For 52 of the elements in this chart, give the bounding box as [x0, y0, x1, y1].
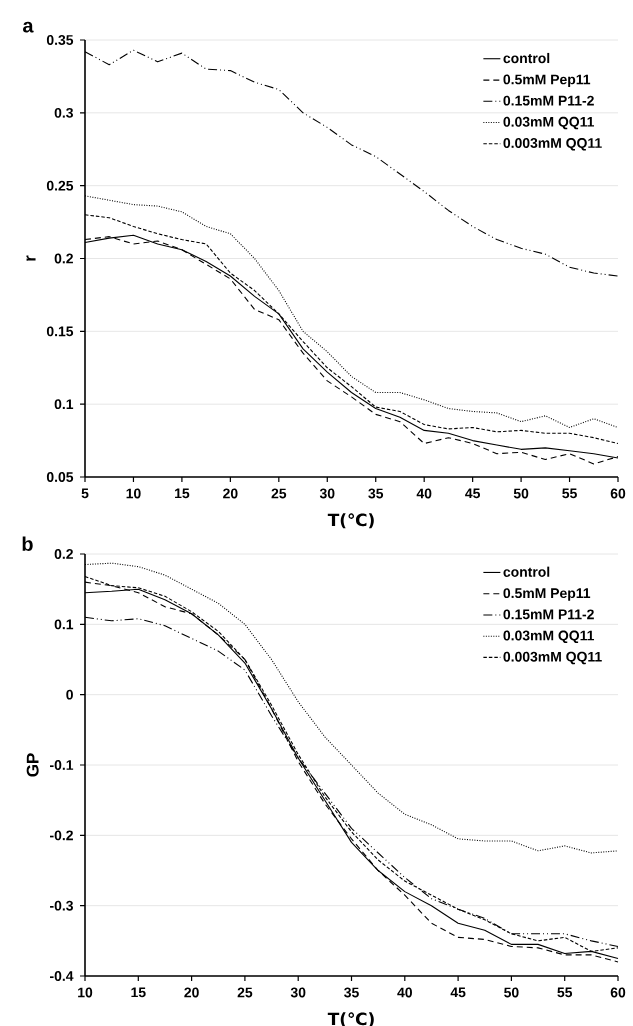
x-tick-label: 25	[237, 987, 253, 998]
x-tick-label: 40	[397, 987, 412, 998]
x-tick-label: 10	[78, 987, 93, 998]
y-tick-label: 0.25	[46, 180, 74, 191]
x-tick-label: 55	[562, 488, 577, 499]
x-tick-label: 40	[416, 488, 432, 499]
x-tick-label: 10	[126, 488, 141, 499]
y-tick-label: 0.15	[46, 326, 74, 337]
y-tick-label: 0	[66, 689, 73, 700]
legend-label: 0.5mM Pep11	[503, 588, 591, 601]
legend-label: 0.003mM QQ11	[503, 651, 602, 665]
legend-label: 0.03mM QQ11	[503, 630, 595, 644]
legend-label: 0.003mM QQ11	[503, 138, 602, 151]
legend-label: 0.15mM P11-2	[503, 609, 594, 620]
y-tick-label: 0.2	[54, 253, 73, 264]
y-tick-label: -0.1	[50, 760, 74, 770]
y-tick-label: 0.35	[46, 35, 74, 45]
legend-label: control	[503, 566, 550, 577]
x-tick-label: 50	[513, 488, 529, 499]
y-tick-label: 0.2	[54, 549, 73, 559]
text: a	[23, 21, 34, 33]
x-tick-label: 35	[368, 488, 384, 499]
x-tick-label: 30	[319, 488, 335, 499]
x-tick-label: 15	[131, 987, 146, 998]
y-tick-label: -0.2	[50, 830, 73, 841]
y-axis-title: r	[26, 255, 36, 261]
x-tick-label: 45	[465, 488, 481, 499]
x-tick-label: 35	[344, 987, 359, 998]
legend-label: 0.03mM QQ11	[503, 116, 595, 130]
y-axis-title: GP	[26, 753, 39, 777]
y-tick-label: -0.3	[50, 900, 73, 911]
y-tick-label: -0.4	[50, 971, 74, 981]
x-tick-label: 60	[610, 488, 626, 499]
text: b	[22, 536, 33, 552]
x-tick-label: 5	[81, 488, 89, 499]
legend-label: 0.5mM Pep11	[503, 74, 591, 88]
x-tick-label: 20	[184, 987, 199, 998]
legend-label: control	[503, 52, 550, 64]
legend-label: 0.15mM P11-2	[503, 95, 594, 106]
y-tick-label: 0.1	[54, 619, 74, 630]
x-axis-title: T(℃)	[327, 513, 374, 529]
x-tick-label: 60	[610, 987, 626, 998]
x-tick-label: 15	[175, 488, 190, 499]
x-tick-label: 45	[450, 987, 466, 998]
x-tick-label: 20	[223, 488, 238, 499]
x-tick-label: 50	[504, 987, 519, 998]
y-tick-label: 0.3	[54, 107, 73, 118]
y-tick-label: 0.05	[46, 472, 74, 482]
x-tick-label: 55	[557, 987, 573, 998]
x-tick-label: 25	[271, 488, 287, 499]
y-tick-label: 0.1	[54, 399, 74, 410]
x-tick-label: 30	[290, 987, 306, 998]
